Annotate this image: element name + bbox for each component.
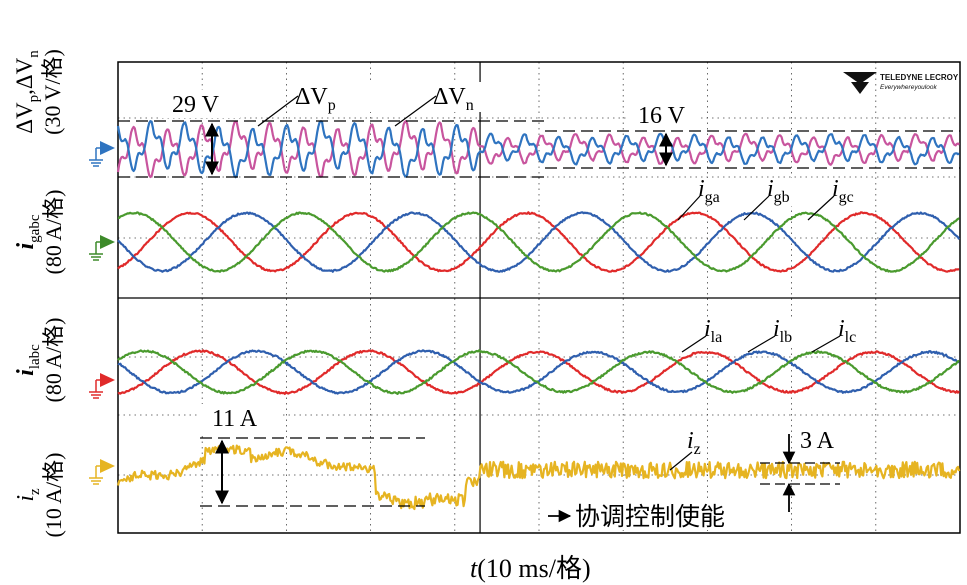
svg-text:(10 A/格): (10 A/格) — [41, 453, 66, 538]
series-iga — [117, 211, 960, 273]
coordinated-control-label: 协调控制使能 — [575, 503, 725, 531]
dvn-label: ΔVn — [433, 84, 474, 114]
ripple-11a-label: 11 A — [212, 406, 258, 432]
plot-frame — [117, 61, 961, 534]
ch1-annotations: 29 V 16 V ΔVp ΔVn — [118, 82, 960, 178]
svg-text:TELEDYNE LECROY: TELEDYNE LECROY — [880, 73, 959, 82]
ylabel-ch1: ΔVp,ΔVn (30 V/格) — [12, 49, 65, 135]
scope-grid — [118, 62, 960, 533]
ch4-annotations: 11 A 3 A iz 协调控制使能 — [200, 404, 856, 531]
svg-text:iz: iz — [13, 488, 43, 502]
xlabel: t(10 ms/格) — [470, 554, 591, 583]
ilb-label: ilb — [773, 316, 792, 346]
series-ΔVp — [116, 120, 961, 179]
teledyne-lecroy-logo: TELEDYNE LECROY Everywhereyoulook — [843, 72, 959, 94]
ylabel-ch4: iz (10 A/格) — [13, 453, 66, 538]
ripple-3a-label: 3 A — [800, 428, 835, 454]
channel-marker-ch1 — [89, 141, 115, 167]
svg-text:(30 V/格): (30 V/格) — [40, 49, 65, 135]
svg-text:Everywhereyoulook: Everywhereyoulook — [880, 84, 937, 91]
iga-label: iga — [698, 176, 720, 206]
series-iz — [116, 444, 961, 511]
series-igb — [117, 211, 961, 273]
svg-text:ΔVp,ΔVn: ΔVp,ΔVn — [12, 50, 42, 134]
series-ilc — [117, 349, 960, 395]
waveforms — [116, 120, 961, 511]
ylabel-ch3: ilabc (80 A/格) — [13, 318, 66, 403]
dvp-label: ΔVp — [295, 84, 336, 114]
channel-marker-ch4 — [89, 459, 115, 485]
channel-markers — [89, 141, 115, 485]
ripple-16v-label: 16 V — [638, 103, 686, 129]
svg-text:(80 A/格): (80 A/格) — [41, 318, 66, 403]
series-igc — [117, 211, 960, 273]
ch3-annotations: ila ilb ilc — [681, 316, 870, 353]
igc-label: igc — [832, 176, 854, 206]
series-ΔVn — [116, 120, 960, 179]
ilc-label: ilc — [838, 316, 856, 346]
ch2-annotations: iga igb igc — [677, 176, 864, 221]
channel-marker-ch2 — [89, 235, 115, 261]
svg-text:igabc: igabc — [13, 214, 43, 249]
series-ila — [117, 349, 961, 395]
igb-label: igb — [767, 176, 790, 206]
svg-text:ilabc: ilabc — [13, 344, 43, 376]
svg-text:(80 A/格): (80 A/格) — [41, 190, 66, 275]
lecroy-fan-icon — [843, 72, 877, 94]
ripple-29v-label: 29 V — [172, 92, 220, 118]
ila-label: ila — [704, 316, 722, 346]
ylabel-ch2: igabc (80 A/格) — [13, 190, 66, 275]
iz-label: iz — [687, 428, 701, 458]
channel-marker-ch3 — [89, 373, 115, 399]
